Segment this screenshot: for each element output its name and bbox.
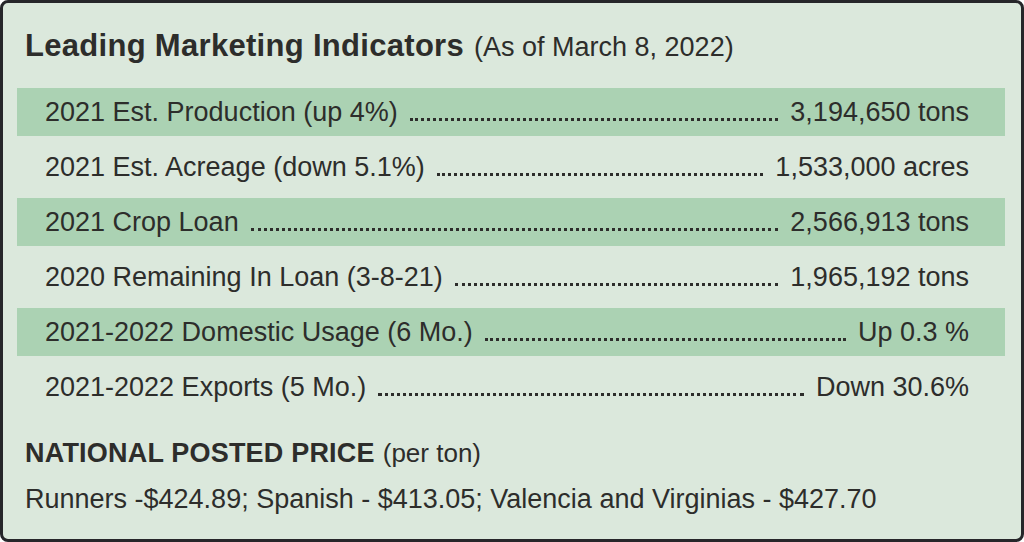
indicator-value: Down 30.6%: [816, 372, 969, 403]
indicator-label: 2021 Crop Loan: [45, 207, 239, 238]
title-as-of-date: (As of March 8, 2022): [474, 32, 734, 62]
dot-leader: [437, 159, 764, 176]
indicator-row-crop-loan: 2021 Crop Loan 2,566,913 tons: [17, 198, 1005, 246]
indicator-value: 3,194,650 tons: [790, 97, 969, 128]
dot-leader: [410, 104, 779, 121]
indicator-value: 1,965,192 tons: [790, 262, 969, 293]
dot-leader: [455, 269, 779, 286]
indicator-row-exports: 2021-2022 Exports (5 Mo.) Down 30.6%: [17, 363, 1005, 411]
indicator-label: 2021 Est. Production (up 4%): [45, 97, 398, 128]
indicator-list: 2021 Est. Production (up 4%) 3,194,650 t…: [17, 88, 1005, 411]
indicator-label: 2020 Remaining In Loan (3-8-21): [45, 262, 443, 293]
indicator-label: 2021-2022 Exports (5 Mo.): [45, 372, 366, 403]
indicator-row-production: 2021 Est. Production (up 4%) 3,194,650 t…: [17, 88, 1005, 136]
indicator-label: 2021 Est. Acreage (down 5.1%): [45, 152, 425, 183]
indicator-value: Up 0.3 %: [858, 317, 969, 348]
panel-title-line: Leading Marketing Indicators (As of March…: [3, 3, 1021, 88]
posted-prices-line: Runners -$424.89; Spanish - $413.05; Val…: [25, 484, 999, 515]
national-posted-price-section: NATIONAL POSTED PRICE (per ton) Runners -…: [25, 438, 999, 515]
indicator-row-remaining-in-loan: 2020 Remaining In Loan (3-8-21) 1,965,19…: [17, 253, 1005, 301]
posted-price-unit: (per ton): [383, 438, 481, 468]
indicator-value: 1,533,000 acres: [775, 152, 969, 183]
posted-price-heading: NATIONAL POSTED PRICE: [25, 438, 375, 468]
dot-leader: [378, 379, 804, 396]
indicator-value: 2,566,913 tons: [790, 207, 969, 238]
indicator-label: 2021-2022 Domestic Usage (6 Mo.): [45, 317, 473, 348]
posted-price-heading-line: NATIONAL POSTED PRICE (per ton): [25, 438, 999, 472]
indicators-panel: Leading Marketing Indicators (As of March…: [0, 0, 1024, 542]
page-title: Leading Marketing Indicators: [25, 28, 464, 63]
dot-leader: [485, 324, 846, 341]
indicator-row-domestic-usage: 2021-2022 Domestic Usage (6 Mo.) Up 0.3 …: [17, 308, 1005, 356]
indicator-row-acreage: 2021 Est. Acreage (down 5.1%) 1,533,000 …: [17, 143, 1005, 191]
dot-leader: [251, 214, 779, 231]
